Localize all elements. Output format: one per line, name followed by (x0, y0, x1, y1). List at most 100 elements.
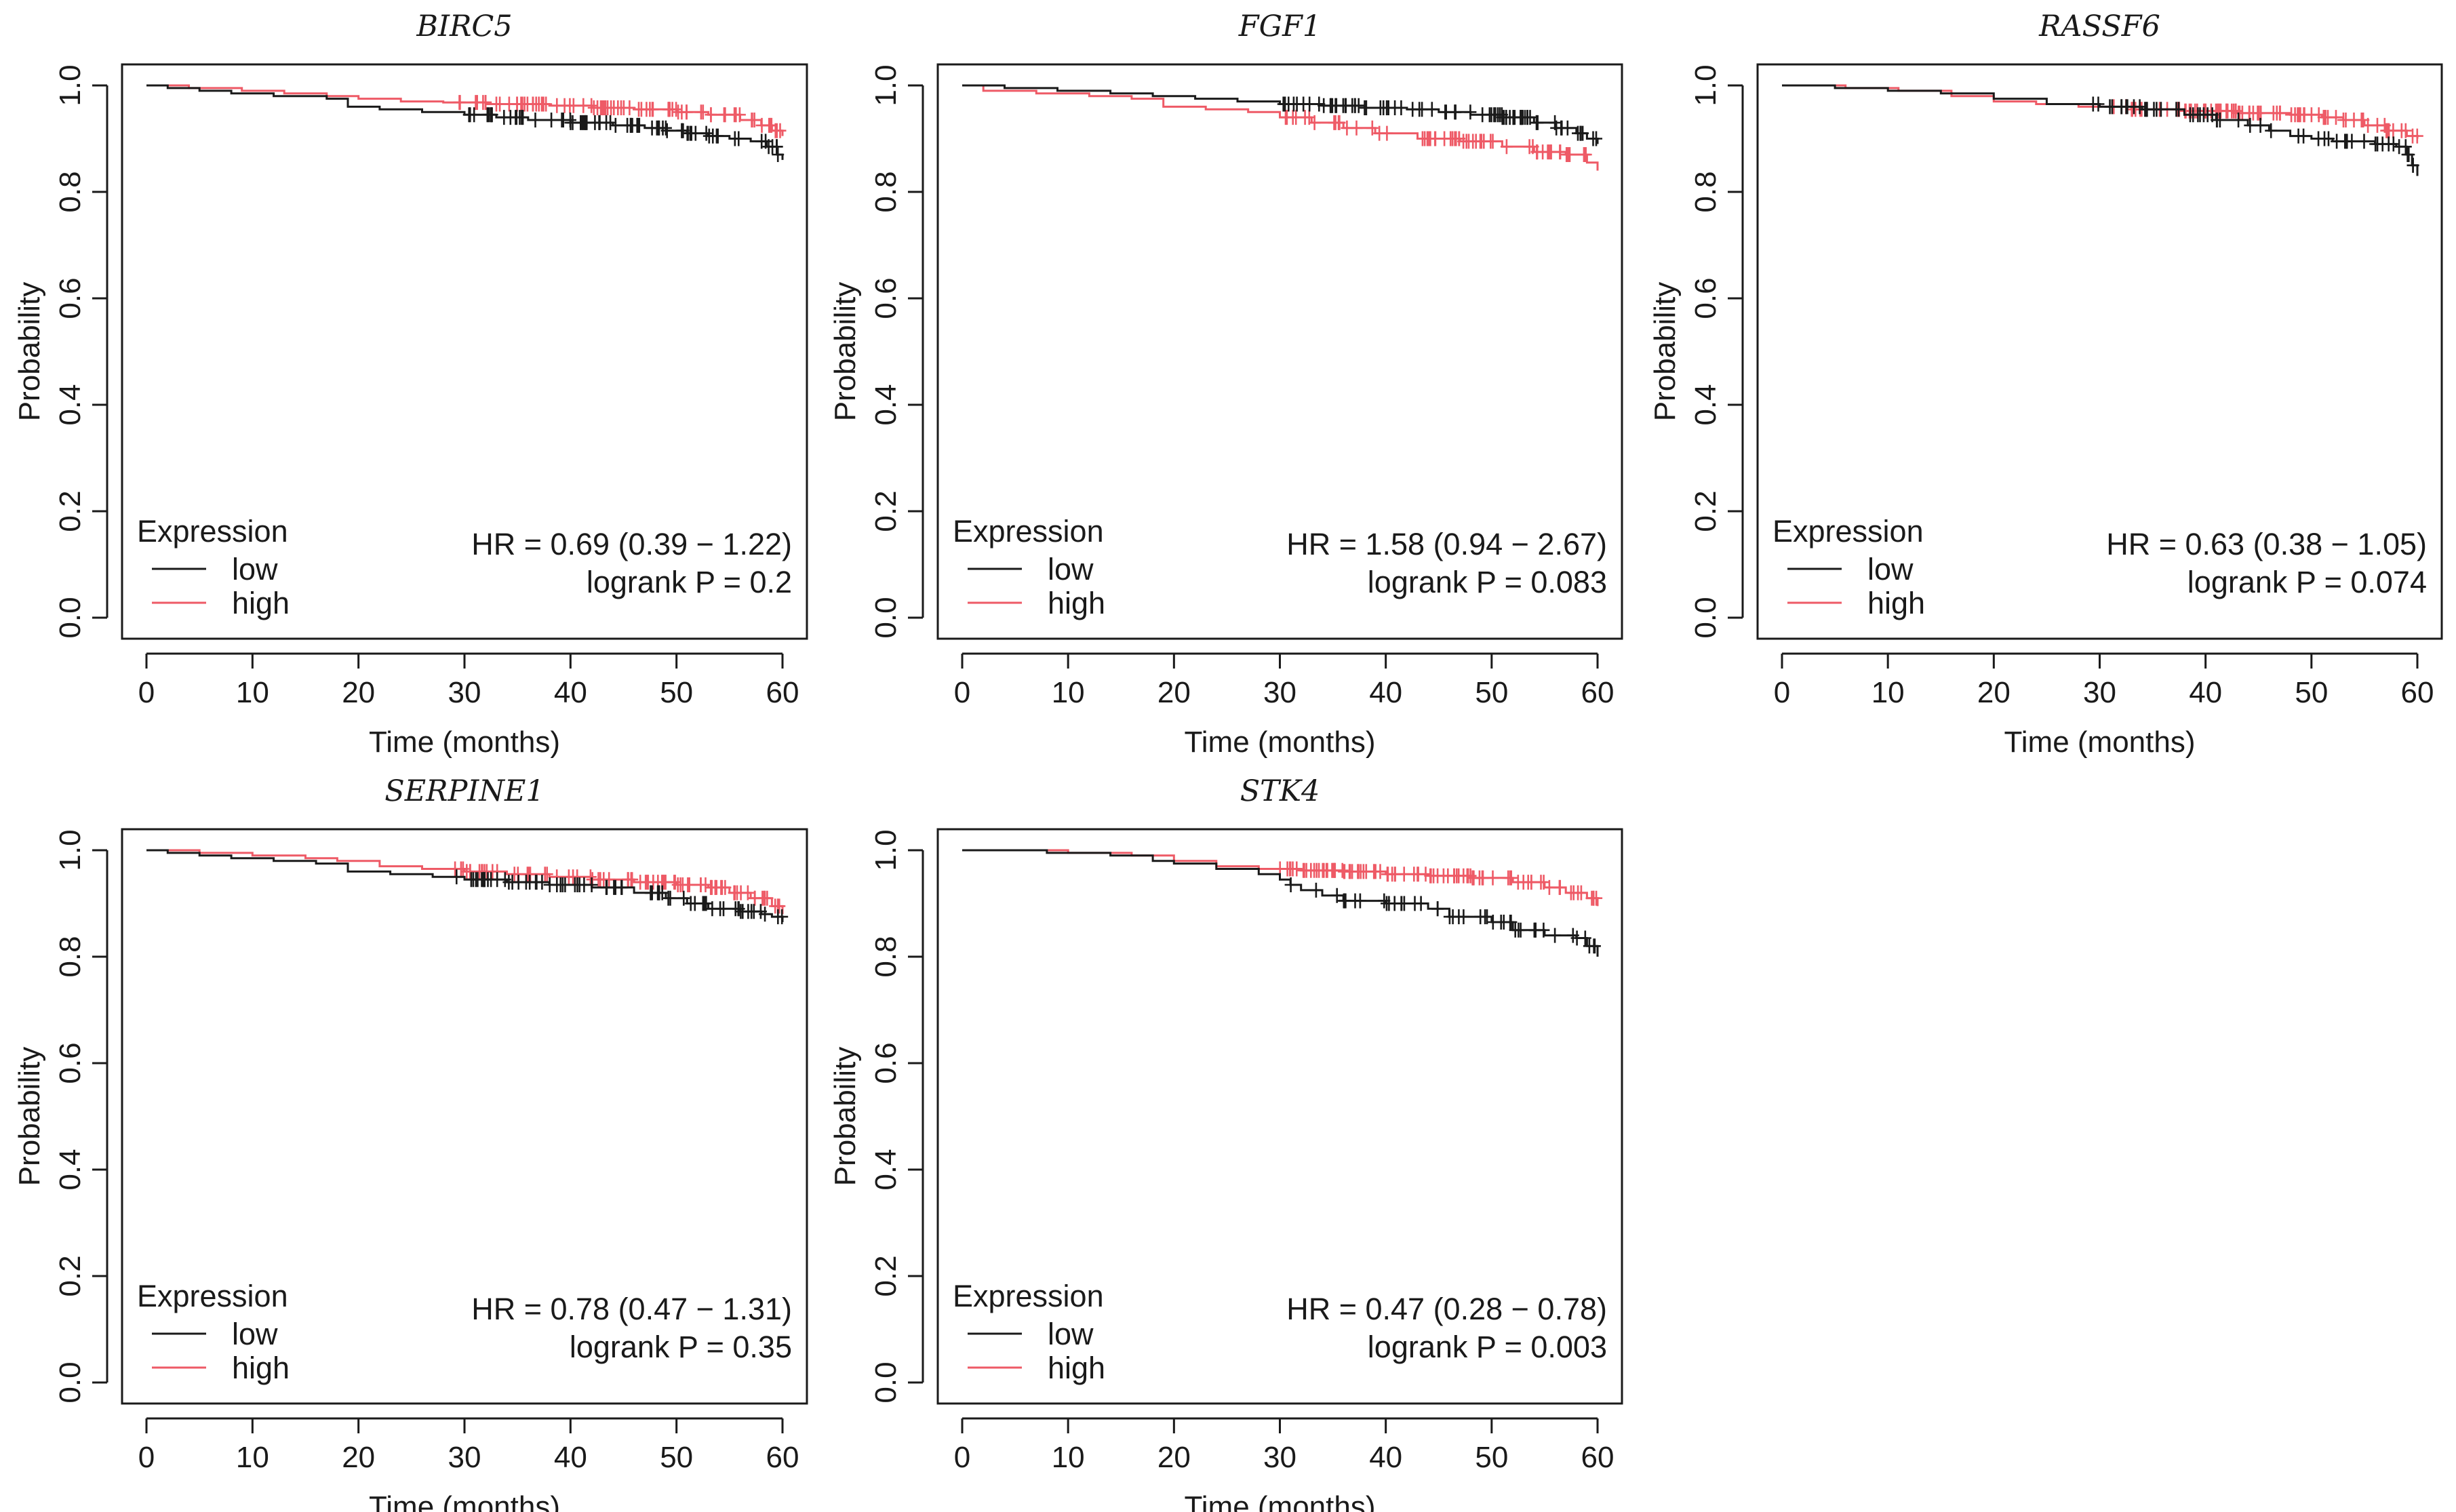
x-tick-label: 20 (342, 676, 375, 709)
y-axis-title: Probability (13, 1047, 46, 1186)
censor-mark (516, 96, 529, 112)
censor-mark (491, 872, 504, 888)
y-tick-label: 0.4 (869, 1149, 903, 1190)
censor-mark (536, 875, 549, 890)
censor-mark (603, 872, 616, 888)
censor-mark (1339, 98, 1352, 113)
hazard-ratio: HR = 0.69 (0.39 − 1.22) (471, 527, 792, 561)
censor-mark (2407, 128, 2419, 144)
y-tick-label: 0.2 (54, 1255, 87, 1296)
censor-mark (1411, 867, 1424, 882)
x-tick-label: 60 (766, 676, 799, 709)
censor-mark (1461, 868, 1473, 883)
censor-mark (2330, 110, 2342, 125)
censor-mark (1284, 877, 1297, 892)
censor-mark (498, 110, 511, 125)
censor-mark (464, 107, 477, 123)
km-curve-low (146, 84, 784, 160)
censor-mark (559, 877, 572, 892)
censor-mark (680, 104, 693, 120)
censor-marks-low (2086, 96, 2419, 173)
panel-title: STK4 (1240, 774, 1320, 808)
x-tick-label: 10 (1052, 676, 1085, 709)
censor-mark (1577, 147, 1590, 162)
censor-mark (2154, 102, 2167, 117)
censor-mark (646, 120, 658, 136)
censor-mark (2270, 105, 2283, 121)
censor-mark (1500, 139, 1513, 155)
y-axis-title: Probability (829, 282, 862, 421)
censor-mark (1414, 896, 1427, 911)
legend-label-low: low (1867, 552, 1914, 586)
censor-mark (1278, 96, 1291, 112)
censor-mark (664, 890, 677, 906)
censor-mark (1555, 120, 1568, 136)
km-panel-rassf6: RASSF6 0 10 20 30 40 50 60 Time (months) 0.0 0.2 0.… (1648, 9, 2443, 759)
legend-title: Expression (137, 1279, 288, 1313)
censor-mark (694, 877, 707, 892)
x-tick-label: 10 (236, 676, 269, 709)
censor-mark (1479, 909, 1492, 925)
x-tick-label: 30 (1263, 1441, 1296, 1474)
x-tick-label: 0 (954, 676, 970, 709)
censor-mark (653, 885, 666, 900)
censor-mark (2201, 107, 2214, 123)
censor-mark (551, 98, 563, 113)
censor-mark (1489, 107, 1502, 123)
censor-mark (1504, 870, 1517, 886)
censor-mark (578, 877, 591, 892)
censor-mark (584, 869, 597, 885)
censor-mark (728, 107, 741, 123)
y-axis-title: Probability (13, 282, 46, 421)
x-tick-label: 40 (554, 1441, 587, 1474)
y-tick-label: 1.0 (54, 829, 87, 871)
x-tick-label: 0 (138, 1441, 155, 1474)
x-tick-label: 50 (1475, 1441, 1508, 1474)
censor-mark (2115, 99, 2128, 115)
y-tick-label: 0.8 (54, 936, 87, 977)
censor-mark (1528, 922, 1541, 938)
x-axis-title: Time (months) (1185, 1490, 1376, 1512)
censor-mark (770, 139, 783, 155)
censor-mark (1341, 120, 1353, 136)
hazard-ratio: HR = 1.58 (0.94 − 2.67) (1286, 527, 1607, 561)
censor-mark (1366, 120, 1379, 136)
x-tick-label: 20 (1157, 676, 1191, 709)
km-panel-stk4: STK4 0 10 20 30 40 50 60 Time (months) 0.0 0.2 0.4 0… (829, 774, 1623, 1512)
censor-mark (1421, 131, 1433, 146)
censor-mark (2395, 123, 2408, 138)
censor-mark (2399, 139, 2412, 155)
censor-mark (456, 861, 469, 877)
censor-mark (677, 890, 690, 906)
censor-mark (755, 117, 768, 133)
censor-mark (563, 98, 576, 113)
x-tick-label: 60 (2401, 676, 2434, 709)
censor-mark (608, 100, 620, 115)
censor-mark (625, 117, 637, 133)
censor-mark (1457, 134, 1470, 149)
censor-mark (1512, 922, 1525, 938)
censor-mark (1500, 110, 1513, 125)
censor-mark (705, 879, 717, 895)
y-tick-label: 0.0 (1689, 597, 1722, 638)
logrank-p-value: logrank P = 0.2 (587, 565, 792, 599)
censor-mark (1464, 104, 1477, 120)
censor-mark (1457, 909, 1470, 925)
censor-mark (728, 885, 740, 900)
censor-mark (1369, 864, 1382, 879)
y-tick-label: 0.0 (54, 1361, 87, 1403)
censor-marks-low (1284, 877, 1601, 954)
censor-mark (510, 110, 523, 125)
censor-mark (1570, 930, 1583, 946)
censor-mark (1486, 915, 1499, 930)
censor-mark (2376, 136, 2389, 152)
legend-label-low: low (1048, 1317, 1094, 1351)
censor-mark (609, 117, 622, 133)
censor-mark (600, 879, 613, 895)
x-tick-label: 0 (138, 676, 155, 709)
censor-mark (2211, 113, 2223, 127)
censor-mark (2254, 117, 2267, 133)
y-tick-label: 0.6 (869, 277, 903, 319)
x-axis-title: Time (months) (369, 725, 560, 759)
censor-mark (2292, 128, 2305, 144)
